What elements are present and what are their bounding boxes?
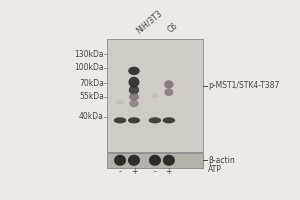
Text: NIH/3T3: NIH/3T3 [134, 8, 163, 35]
Ellipse shape [116, 100, 124, 104]
Text: 100kDa: 100kDa [74, 63, 104, 72]
Ellipse shape [128, 77, 140, 88]
Ellipse shape [129, 85, 139, 95]
Text: +: + [166, 167, 172, 176]
Text: +: + [131, 167, 137, 176]
Text: 130kDa: 130kDa [74, 50, 104, 59]
Text: β-actin: β-actin [208, 156, 235, 165]
Text: p-MST1/STK4-T387: p-MST1/STK4-T387 [208, 81, 280, 90]
Ellipse shape [129, 93, 139, 101]
Ellipse shape [148, 117, 161, 123]
Ellipse shape [151, 93, 159, 98]
Text: -: - [119, 167, 122, 176]
Text: -: - [154, 167, 156, 176]
Ellipse shape [114, 155, 126, 166]
Text: 55kDa: 55kDa [79, 92, 104, 101]
Ellipse shape [164, 80, 174, 89]
Ellipse shape [128, 67, 140, 75]
Ellipse shape [128, 155, 140, 166]
Ellipse shape [128, 117, 140, 123]
Text: 40kDa: 40kDa [79, 112, 104, 121]
Ellipse shape [164, 88, 173, 96]
Ellipse shape [163, 155, 175, 166]
Text: C6: C6 [167, 21, 180, 35]
Ellipse shape [163, 117, 175, 123]
Ellipse shape [149, 155, 161, 166]
Bar [107, 153, 202, 168]
Ellipse shape [129, 100, 139, 107]
Bar [107, 39, 202, 152]
Ellipse shape [114, 117, 126, 123]
Text: ATP: ATP [208, 165, 222, 174]
Text: 70kDa: 70kDa [79, 79, 104, 88]
